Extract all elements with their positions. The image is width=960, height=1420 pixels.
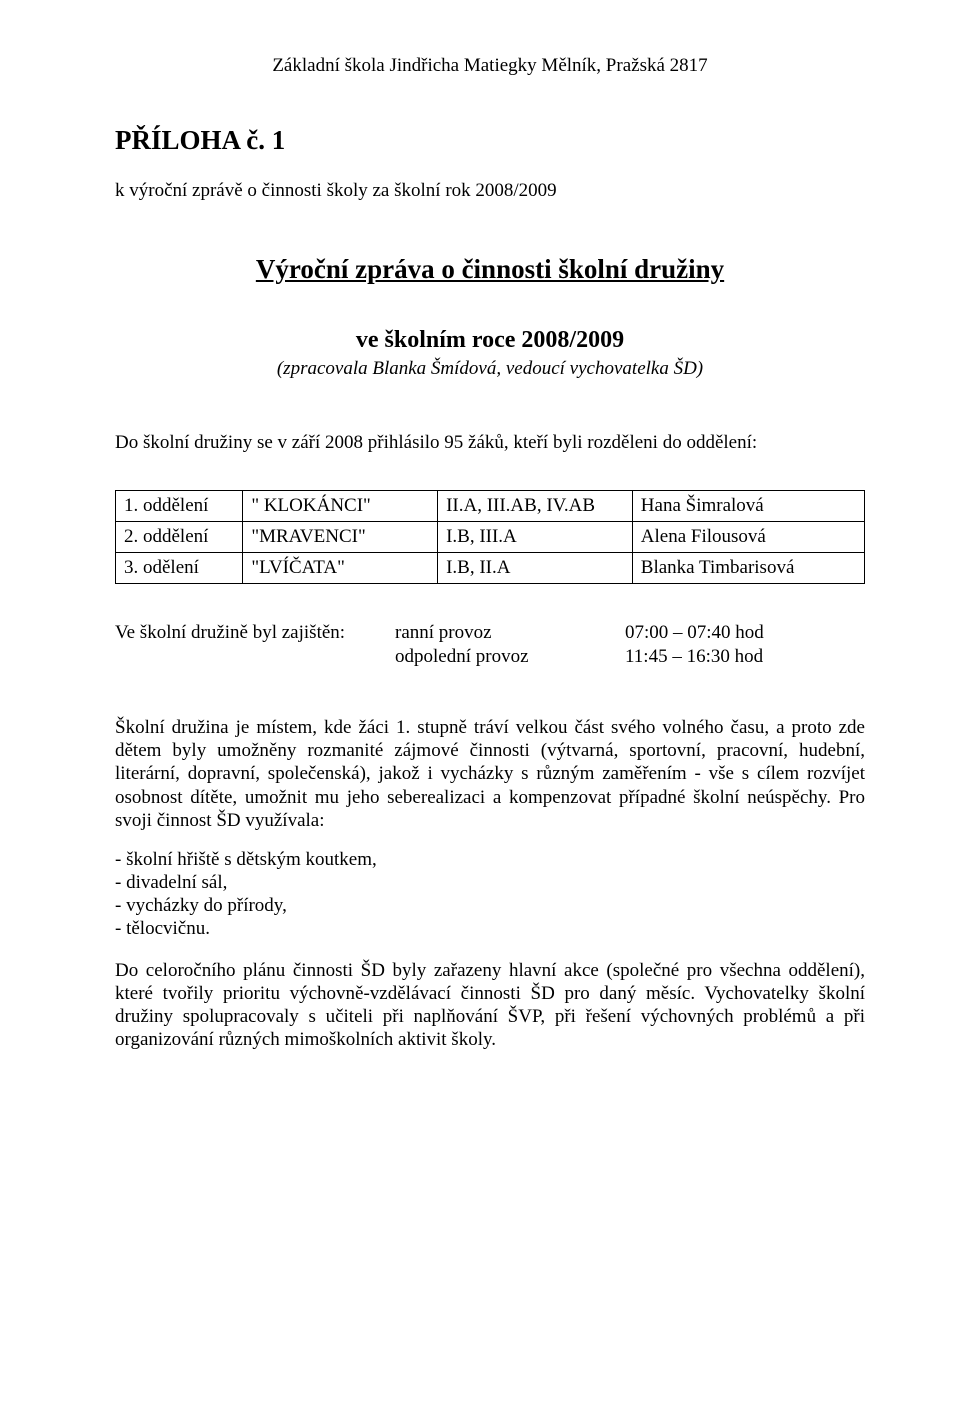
table-row: 2. oddělení "MRAVENCI" I.B, III.A Alena … <box>116 522 865 553</box>
table-cell: II.A, III.AB, IV.AB <box>438 491 633 522</box>
intro-paragraph: Do školní družiny se v září 2008 přihlás… <box>115 432 865 454</box>
table-cell: I.B, III.A <box>438 522 633 553</box>
body-paragraph-2: Do celoročního plánu činnosti ŠD byly za… <box>115 959 865 1052</box>
sub-header: k výroční zprávě o činnosti školy za ško… <box>115 180 865 202</box>
table-cell: I.B, II.A <box>438 553 633 584</box>
list-item: - divadelní sál, <box>115 871 865 894</box>
table-row: 1. oddělení " KLOKÁNCI" II.A, III.AB, IV… <box>116 491 865 522</box>
schedule-time: 11:45 – 16:30 hod <box>625 646 763 668</box>
schedule-row: Ve školní družině byl zajištěn: ranní pr… <box>115 622 865 644</box>
author-line: (zpracovala Blanka Šmídová, vedoucí vych… <box>115 358 865 380</box>
year-line: ve školním roce 2008/2009 <box>115 327 865 354</box>
list-item: - školní hřiště s dětským koutkem, <box>115 848 865 871</box>
schedule-time: 07:00 – 07:40 hod <box>625 622 764 644</box>
table-cell: Hana Šimralová <box>632 491 864 522</box>
main-title: Výroční zpráva o činnosti školní družiny <box>115 254 865 285</box>
schedule-block: Ve školní družině byl zajištěn: ranní pr… <box>115 622 865 668</box>
school-header: Základní škola Jindřicha Matiegky Mělník… <box>115 55 865 77</box>
table-cell: " KLOKÁNCI" <box>243 491 438 522</box>
table-cell: 1. oddělení <box>116 491 243 522</box>
table-cell: 2. oddělení <box>116 522 243 553</box>
table-cell: Alena Filousová <box>632 522 864 553</box>
departments-table: 1. oddělení " KLOKÁNCI" II.A, III.AB, IV… <box>115 490 865 584</box>
body-paragraph-1: Školní družina je místem, kde žáci 1. st… <box>115 716 865 832</box>
schedule-type: odpolední provoz <box>395 646 625 668</box>
list-item: - vycházky do přírody, <box>115 894 865 917</box>
facilities-list: - školní hřiště s dětským koutkem, - div… <box>115 848 865 941</box>
schedule-label-empty <box>115 646 395 668</box>
attachment-title: PŘÍLOHA č. 1 <box>115 125 865 156</box>
table-cell: "LVÍČATA" <box>243 553 438 584</box>
table-row: 3. odělení "LVÍČATA" I.B, II.A Blanka Ti… <box>116 553 865 584</box>
table-cell: 3. odělení <box>116 553 243 584</box>
schedule-label: Ve školní družině byl zajištěn: <box>115 622 395 644</box>
list-item: - tělocvičnu. <box>115 917 865 940</box>
schedule-row: odpolední provoz 11:45 – 16:30 hod <box>115 646 865 668</box>
table-cell: "MRAVENCI" <box>243 522 438 553</box>
schedule-type: ranní provoz <box>395 622 625 644</box>
table-cell: Blanka Timbarisová <box>632 553 864 584</box>
